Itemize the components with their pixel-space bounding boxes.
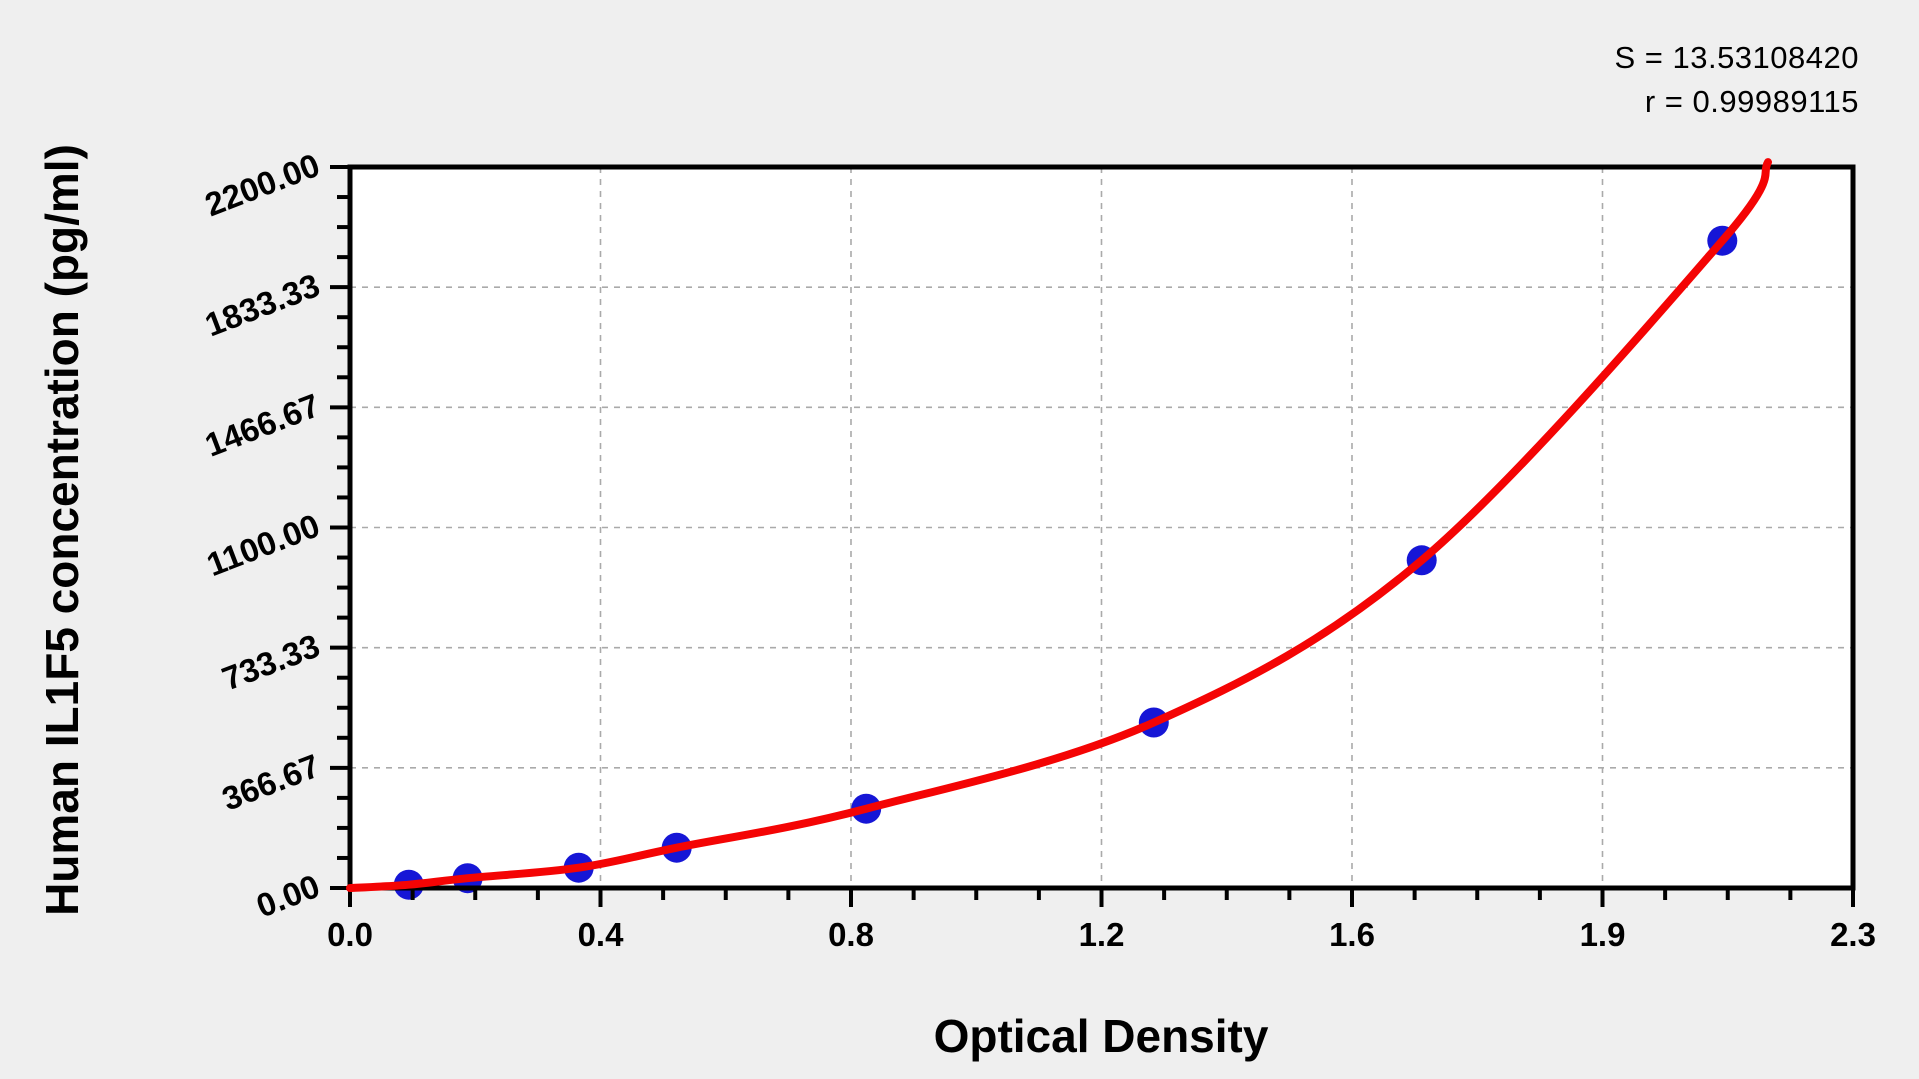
y-tick-label: 0.00 — [251, 867, 324, 925]
y-tick-label: 1833.33 — [200, 266, 325, 343]
x-tick-label: 1.9 — [1580, 916, 1626, 953]
fit-correlation-value: r = 0.99989115 — [1644, 84, 1859, 119]
x-tick-label: 0.4 — [578, 916, 625, 953]
y-axis-title: Human IL1F5 concentration (pg/ml) — [36, 144, 88, 916]
y-tick-label: 1100.00 — [202, 506, 325, 583]
x-axis-title: Optical Density — [933, 1010, 1269, 1062]
y-tick-label: 1466.67 — [200, 386, 325, 463]
y-tick-label: 366.67 — [217, 747, 324, 818]
y-tick-label: 2200.00 — [200, 146, 325, 223]
x-tick-label: 0.0 — [327, 916, 373, 953]
x-tick-label: 1.6 — [1329, 916, 1375, 953]
x-tick-label: 0.8 — [828, 916, 874, 953]
y-tick-label: 733.33 — [217, 627, 324, 698]
fit-std-error-value: S = 13.53108420 — [1614, 40, 1859, 75]
x-tick-label: 2.3 — [1830, 916, 1876, 953]
fit-statistics: S = 13.53108420 r = 0.99989115 — [1614, 36, 1859, 124]
x-tick-label: 1.2 — [1079, 916, 1125, 953]
fitted-curve — [346, 158, 1772, 892]
